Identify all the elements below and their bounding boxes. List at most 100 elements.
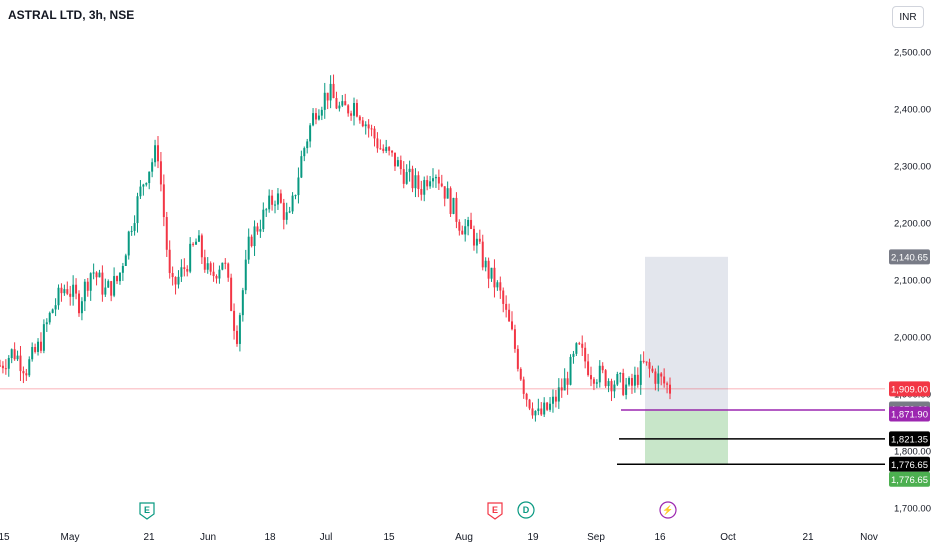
candle-body — [121, 265, 124, 273]
candle-body — [628, 378, 631, 385]
candle-body — [215, 276, 218, 279]
x-tick-label: Jul — [320, 532, 333, 543]
candle-body — [364, 124, 367, 127]
event-letter: ⚡ — [662, 504, 673, 516]
candle-body — [426, 180, 429, 187]
candle-body — [663, 376, 666, 384]
candle-body — [4, 368, 7, 370]
candle-body — [437, 176, 440, 184]
currency-button[interactable]: INR — [892, 6, 924, 28]
candle-body — [168, 249, 171, 274]
candle-body — [382, 148, 385, 151]
candle-body — [335, 98, 338, 109]
candle-body — [268, 195, 271, 210]
candle-body — [443, 186, 446, 199]
candle-body — [180, 267, 183, 277]
candle-body — [151, 162, 154, 172]
candle-body — [233, 310, 236, 331]
x-tick-label: 16 — [654, 532, 666, 543]
price-label-black: 1,776.65 — [891, 460, 928, 471]
candle-body — [396, 160, 399, 167]
candle-body — [75, 284, 78, 294]
earnings-event-icon[interactable] — [139, 502, 155, 520]
candle-body — [1, 365, 4, 369]
price-label-black-bg — [889, 456, 930, 472]
candle-body — [253, 226, 256, 247]
candle-body — [247, 236, 250, 260]
y-tick-label: 2,200.00 — [894, 219, 931, 230]
candle-body — [584, 347, 587, 362]
earnings-event-icon[interactable] — [487, 502, 503, 520]
candle-body — [332, 83, 335, 99]
candle-body — [470, 219, 473, 229]
candle-body — [657, 373, 660, 384]
candle-body — [227, 263, 230, 278]
price-label-purple: 1,871.90 — [891, 410, 928, 421]
candle-body — [19, 355, 22, 372]
candle-body — [554, 396, 557, 402]
candle-body — [636, 374, 639, 385]
candle-body — [432, 178, 435, 182]
candle-body — [338, 105, 341, 109]
candle-body — [461, 230, 464, 235]
candle-body — [651, 368, 654, 372]
candle-body — [139, 186, 142, 197]
candle-body — [145, 183, 148, 185]
candle-body — [355, 103, 358, 117]
price-label-gray: 2,140.65 — [891, 252, 928, 263]
candle-body — [148, 171, 151, 184]
candle-body — [83, 281, 86, 302]
candle-body — [493, 267, 496, 288]
candle-body — [399, 160, 402, 170]
candle-body — [209, 263, 212, 272]
candle-body — [607, 381, 610, 387]
candle-body — [353, 103, 356, 116]
candle-body — [434, 176, 437, 179]
candle-body — [654, 371, 657, 384]
candle-body — [244, 259, 247, 291]
candle-body — [98, 272, 101, 278]
candle-body — [110, 281, 113, 296]
current-price-label-bg — [889, 381, 930, 397]
candle-body — [192, 243, 195, 245]
candle-body — [370, 128, 373, 130]
target-zone[interactable] — [645, 409, 728, 465]
candle-body — [288, 211, 291, 213]
candle-body — [156, 145, 159, 162]
candle-body — [496, 282, 499, 288]
candle-body — [361, 120, 364, 127]
candle-body — [572, 353, 575, 357]
candle-body — [10, 349, 13, 359]
candle-body — [262, 209, 265, 230]
candle-body — [312, 113, 315, 126]
candle-body — [549, 403, 552, 410]
candle-body — [513, 329, 516, 349]
split-event-icon[interactable] — [659, 501, 677, 519]
candle-body — [391, 150, 394, 153]
current-price-label: 1,909.00 — [891, 384, 928, 395]
x-tick-label: May — [61, 532, 80, 543]
chart-title: ASTRAL LTD, 3h, NSE — [8, 8, 135, 22]
candle-body — [411, 168, 414, 189]
candle-body — [440, 183, 443, 187]
candle-body — [590, 375, 593, 380]
candle-body — [16, 355, 19, 360]
candle-body — [563, 378, 566, 391]
candle-body — [306, 141, 309, 149]
candle-body — [619, 373, 622, 375]
candle-body — [45, 322, 48, 325]
candle-body — [104, 287, 107, 295]
dividend-event-icon[interactable] — [517, 501, 535, 519]
x-tick-label: 21 — [143, 532, 155, 543]
candle-body — [22, 371, 25, 374]
candle-body — [95, 272, 98, 278]
candle-body — [505, 303, 508, 310]
candle-body — [212, 271, 215, 277]
candle-body — [625, 384, 628, 395]
candle-body — [28, 359, 31, 376]
price-label-green: 1,776.65 — [891, 475, 928, 486]
candle-body — [402, 169, 405, 184]
stop-zone[interactable] — [645, 256, 728, 410]
candle-body — [317, 115, 320, 120]
